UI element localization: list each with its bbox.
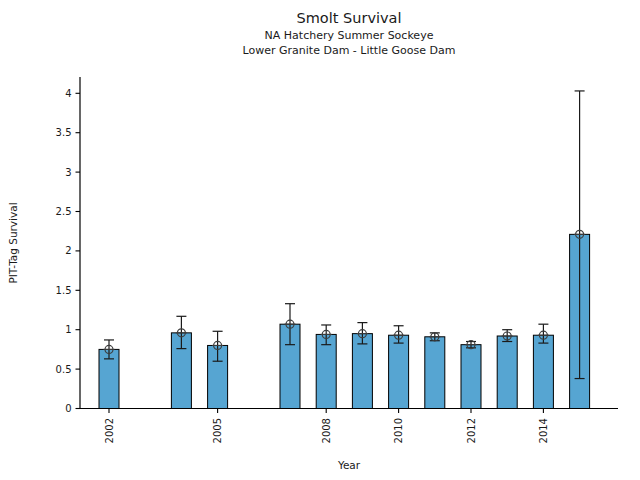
bar-2010 xyxy=(389,335,409,408)
y-tick-label-1: 1 xyxy=(65,324,71,335)
y-tick-label-4: 4 xyxy=(65,88,71,99)
x-tick-label-2012: 2012 xyxy=(466,418,477,443)
bar-2008 xyxy=(316,334,336,408)
x-tick-label-2008: 2008 xyxy=(321,418,332,443)
x-tick-label-2010: 2010 xyxy=(393,418,404,443)
y-tick-label-0: 0 xyxy=(65,403,71,414)
y-tick-label-2: 2 xyxy=(65,245,71,256)
y-tick-label-3.5: 3.5 xyxy=(56,127,72,138)
x-tick-label-2002: 2002 xyxy=(104,418,115,443)
chart-canvas: Smolt Survival NA Hatchery Summer Sockey… xyxy=(0,0,640,480)
y-tick-label-3: 3 xyxy=(65,167,71,178)
bar-2014 xyxy=(533,335,553,408)
chart-subtitle-1: NA Hatchery Summer Sockeye xyxy=(265,29,434,42)
chart-title: Smolt Survival xyxy=(297,10,402,26)
bar-2009 xyxy=(352,334,372,409)
bar-2011 xyxy=(425,337,445,409)
x-tick-label-2005: 2005 xyxy=(212,418,223,443)
x-tick-label-2014: 2014 xyxy=(538,418,549,443)
plot-area: 0 0.5 1 1.5 2 2.5 3 3.5 4 2002 2005 2008 2010 2012 201… xyxy=(56,77,618,443)
y-tick-label-1.5: 1.5 xyxy=(56,285,72,296)
bar-2012 xyxy=(461,345,481,409)
chart-subtitle-2: Lower Granite Dam - Little Goose Dam xyxy=(243,44,456,57)
y-tick-label-2.5: 2.5 xyxy=(56,206,72,217)
smolt-survival-chart: Smolt Survival NA Hatchery Summer Sockey… xyxy=(0,0,640,480)
y-tick-label-0.5: 0.5 xyxy=(56,364,72,375)
x-axis-title: Year xyxy=(337,459,361,471)
bar-2013 xyxy=(497,336,517,408)
y-axis-title: PIT-Tag Survival xyxy=(7,202,19,283)
